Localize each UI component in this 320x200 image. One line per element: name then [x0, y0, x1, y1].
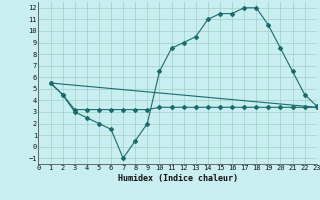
- X-axis label: Humidex (Indice chaleur): Humidex (Indice chaleur): [118, 174, 238, 183]
